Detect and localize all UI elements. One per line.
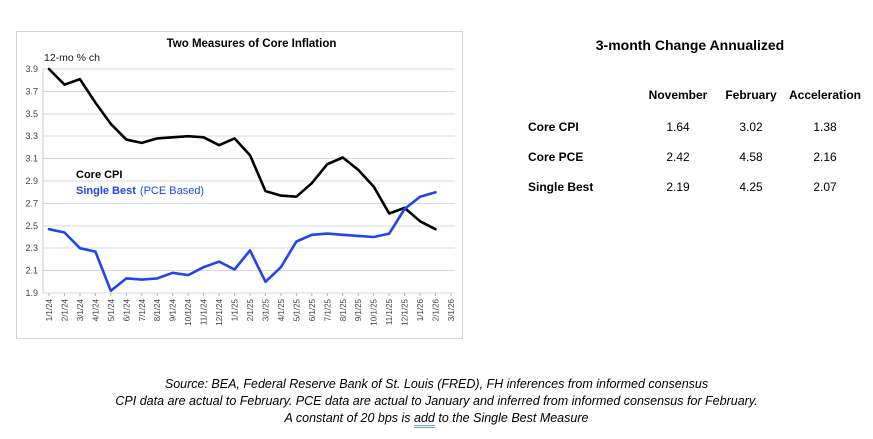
x-axis-label: 3/1/26 [447, 298, 456, 321]
x-axis-label: 3/1/24 [76, 298, 85, 321]
inflation-chart-panel: 1.9 2.1 2.3 2.5 2.7 2.9 3.1 3.3 3.5 3.7 3.9 1/1/24 2… [16, 31, 463, 339]
x-axis-label: 2/1/26 [432, 298, 441, 321]
x-axis-label: 1/1/25 [231, 298, 240, 321]
x-axis-label: 6/1/25 [308, 298, 317, 321]
x-axis-label: 8/1/25 [339, 298, 348, 321]
x-axis-label: 12/1/24 [215, 298, 224, 325]
x-axis-label: 5/1/25 [292, 298, 301, 321]
value-single-best-february: 4.25 [739, 180, 763, 194]
value-single-best-november: 2.19 [666, 180, 690, 194]
x-axis-label: 11/1/25 [385, 298, 394, 325]
value-single-best-acceleration: 2.07 [813, 180, 837, 194]
legend-single-best-label: Single Best [76, 184, 136, 197]
chart-legend: Core CPI Single Best (PCE Based) [76, 168, 204, 199]
x-axis-label: 5/1/24 [107, 298, 116, 321]
x-axis-label: 3/1/25 [261, 298, 270, 321]
y-axis-label: 3.3 [25, 131, 38, 141]
row-label-single-best: Single Best [528, 180, 594, 194]
row-label-core-cpi: Core CPI [528, 120, 579, 134]
x-axis-label: 1/1/24 [45, 298, 54, 321]
source-line-3-suffix: to the Single Best Measure [434, 411, 589, 425]
x-axis-label: 2/1/25 [246, 298, 255, 321]
x-axis-label: 1/1/26 [416, 298, 425, 321]
x-axis-label: 9/1/24 [169, 298, 178, 321]
x-axis-label: 2/1/24 [60, 298, 69, 321]
chart-title: Two Measures of Core Inflation [166, 38, 337, 50]
y-axis-label: 2.5 [25, 221, 38, 231]
x-axis-label: 9/1/25 [354, 298, 363, 321]
value-core-pce-acceleration: 2.16 [813, 150, 837, 164]
value-core-cpi-february: 3.02 [739, 120, 763, 134]
y-axis-label: 2.9 [25, 176, 38, 186]
y-axis-label: 3.7 [25, 86, 38, 96]
x-axis-label: 12/1/25 [401, 298, 410, 325]
legend-row-core-cpi: Core CPI [76, 168, 204, 184]
x-axis-label: 8/1/24 [153, 298, 162, 321]
y-axis-label: 3.9 [25, 64, 38, 74]
x-axis-label: 7/1/25 [323, 298, 332, 321]
x-axis-label: 4/1/25 [277, 298, 286, 321]
legend-single-best-note: (PCE Based) [139, 184, 205, 197]
legend-row-single-best: Single Best (PCE Based) [76, 184, 204, 200]
x-axis-label: 7/1/24 [138, 298, 147, 321]
x-axis-label: 10/1/25 [370, 298, 379, 325]
col-header-february: February [725, 88, 777, 102]
change-table: November February Acceleration Core CPI … [518, 88, 868, 210]
y-axis-label: 3.1 [25, 154, 38, 164]
legend-core-cpi-label: Core CPI [76, 169, 123, 181]
core-inflation-line-chart: 1.9 2.1 2.3 2.5 2.7 2.9 3.1 3.3 3.5 3.7 3.9 1/1/24 2… [25, 64, 456, 326]
value-core-cpi-november: 1.64 [666, 120, 690, 134]
source-line-3-prefix: A constant of 20 bps is [284, 411, 415, 425]
row-label-core-pce: Core PCE [528, 150, 584, 164]
series-line-core-cpi [47, 67, 437, 231]
y-axis-label: 3.5 [25, 109, 38, 119]
col-header-acceleration: Acceleration [788, 88, 862, 102]
x-axis-label: 10/1/24 [184, 298, 193, 325]
source-line-2: CPI data are actual to February. PCE dat… [115, 394, 758, 408]
source-line-1: Source: BEA, Federal Reserve Bank of St.… [164, 377, 709, 391]
y-axis-label: 2.3 [25, 243, 38, 253]
y-axis-label: 1.9 [25, 288, 38, 298]
value-core-cpi-acceleration: 1.38 [813, 120, 837, 134]
x-axis-label: 4/1/24 [91, 298, 100, 321]
x-axis-label: 11/1/24 [200, 298, 209, 325]
col-header-november: November [648, 88, 708, 102]
table-title: 3-month Change Annualized [595, 37, 785, 53]
chart-units-label: 12-mo % ch [44, 52, 101, 64]
source-line-3: A constant of 20 bps is add to the Singl… [0, 410, 873, 428]
source-note: Source: BEA, Federal Reserve Bank of St.… [0, 376, 873, 428]
y-axis-label: 2.1 [25, 266, 38, 276]
value-core-pce-february: 4.58 [739, 150, 763, 164]
x-axis-label: 6/1/24 [122, 298, 131, 321]
series-line-single-best [47, 190, 437, 293]
grammar-underlined-word: add [414, 411, 435, 428]
value-core-pce-november: 2.42 [666, 150, 690, 164]
y-axis-label: 2.7 [25, 198, 38, 208]
